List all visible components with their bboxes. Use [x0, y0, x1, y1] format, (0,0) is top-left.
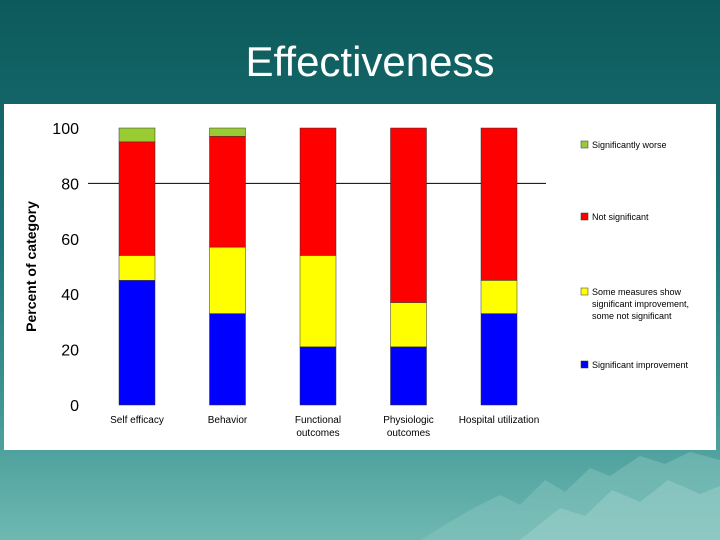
y-tick-label: 0 — [70, 398, 79, 415]
bar-segment — [118, 280, 156, 406]
bar-segment — [299, 255, 337, 348]
bar-segment — [209, 127, 246, 137]
y-tick-label: 100 — [52, 121, 79, 138]
legend-label: Not significant — [592, 212, 649, 222]
legend-swatch — [580, 140, 589, 149]
x-tick-label: Hospital utilization — [459, 415, 540, 426]
x-tick-label: Self efficacy — [110, 415, 164, 426]
bar-segment — [480, 127, 518, 281]
slide-title: Effectiveness — [245, 38, 495, 85]
y-tick-label: 80 — [61, 176, 79, 193]
legend-label: Some measures show — [592, 287, 682, 297]
bar-segment — [209, 246, 246, 314]
stacked-bar-chart: Percent of category 0 20 40 60 80 100 Self effi… — [23, 121, 689, 439]
bar-segment — [390, 346, 427, 406]
legend-label: Significant improvement — [592, 360, 689, 370]
chart-panel: Percent of category 0 20 40 60 80 100 Self effi… — [4, 104, 716, 450]
bar-segment — [390, 127, 427, 303]
y-tick-label: 60 — [61, 232, 79, 249]
bar-segment — [480, 280, 518, 314]
bar-segment — [299, 127, 337, 256]
x-tick-label: Behavior — [208, 415, 248, 426]
x-tick-label: Functional — [295, 415, 341, 426]
bar-segment — [209, 136, 246, 248]
x-tick-label: Physiologic — [383, 415, 434, 426]
bar-segment — [118, 141, 156, 256]
legend-label: some not significant — [592, 311, 672, 321]
legend-swatch — [580, 287, 589, 296]
y-tick-label: 40 — [61, 287, 79, 304]
bar-segment — [118, 255, 156, 281]
x-tick-label: outcomes — [296, 428, 339, 439]
legend-label: Significantly worse — [592, 140, 667, 150]
y-axis-label: Percent of category — [23, 201, 39, 332]
x-tick-label: outcomes — [387, 428, 430, 439]
y-tick-label: 20 — [61, 343, 79, 360]
legend-swatch — [580, 212, 589, 221]
bar-segment — [390, 302, 427, 348]
bar-segment — [480, 313, 518, 406]
bar-segment — [118, 127, 156, 143]
legend-swatch — [580, 360, 589, 369]
iceberg-decoration — [420, 452, 720, 540]
bar-segment — [299, 346, 337, 406]
legend-label: significant improvement, — [592, 299, 689, 309]
bar-segment — [209, 313, 246, 406]
